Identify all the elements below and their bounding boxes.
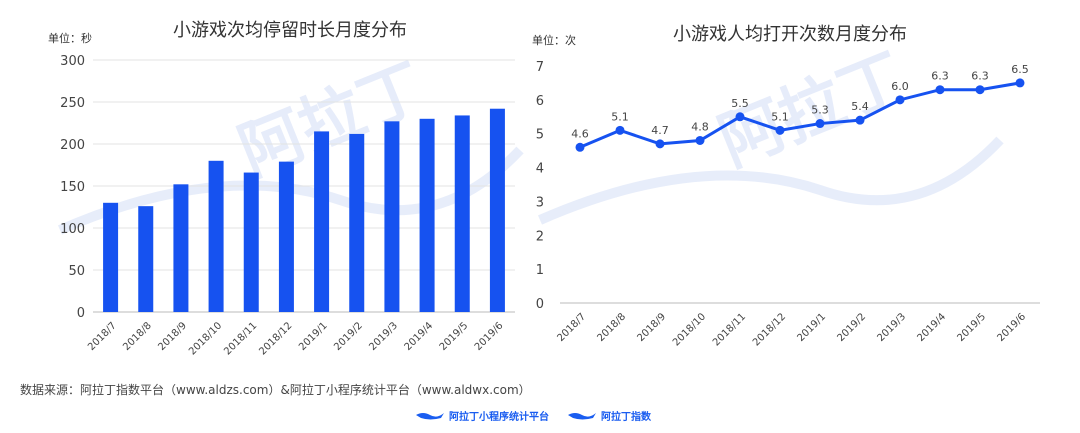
data-label: 6.3 xyxy=(971,70,989,83)
x-tick-label: 2018/12 xyxy=(751,311,788,348)
x-tick-label: 2018/12 xyxy=(257,320,294,357)
x-tick-label: 2019/6 xyxy=(995,311,1028,344)
x-tick-label: 2018/8 xyxy=(121,320,154,353)
data-point xyxy=(975,85,985,95)
y-tick-label: 0 xyxy=(77,306,85,321)
y-tick-label: 4 xyxy=(536,162,544,177)
bar xyxy=(349,133,365,312)
aladdin-lamp-icon xyxy=(416,413,444,420)
data-source-note: 数据来源：阿拉丁指数平台（www.aldzs.com）&阿拉丁小程序统计平台（w… xyxy=(20,383,531,397)
x-tick-label: 2019/6 xyxy=(473,320,506,353)
x-tick-label: 2019/1 xyxy=(297,320,330,353)
x-tick-label: 2018/8 xyxy=(595,311,628,344)
opens-line-chart: 阿拉丁小游戏人均打开次数月度分布单位：次012345674.62018/75.1… xyxy=(532,24,1040,348)
y-tick-label: 250 xyxy=(60,96,85,111)
watermark-swoosh xyxy=(537,136,1004,225)
data-label: 5.5 xyxy=(731,97,749,110)
x-tick-label: 2018/11 xyxy=(222,320,259,357)
logo-left-text: 阿拉丁小程序统计平台 xyxy=(449,411,549,423)
series-line xyxy=(579,81,1021,149)
data-label: 4.8 xyxy=(691,120,709,133)
x-tick-label: 2018/9 xyxy=(156,320,189,353)
data-point xyxy=(775,125,785,135)
bar xyxy=(314,131,330,312)
x-tick-label: 2018/9 xyxy=(635,311,668,344)
bar xyxy=(103,202,119,312)
x-tick-label: 2018/7 xyxy=(555,311,588,344)
bar xyxy=(173,184,189,312)
y-tick-label: 7 xyxy=(536,60,544,75)
bar xyxy=(138,206,154,312)
x-tick-label: 2019/4 xyxy=(403,320,436,353)
x-tick-label: 2019/5 xyxy=(438,320,471,353)
y-tick-label: 5 xyxy=(536,128,544,143)
bar xyxy=(384,121,400,312)
y-tick-label: 0 xyxy=(536,297,544,312)
x-tick-label: 2019/4 xyxy=(915,311,948,344)
data-point xyxy=(735,112,745,122)
x-tick-label: 2019/3 xyxy=(875,311,908,344)
x-tick-label: 2019/1 xyxy=(795,311,828,344)
bar xyxy=(278,161,294,312)
aldzs-logo: 阿拉丁指数 xyxy=(567,408,651,423)
data-label: 5.1 xyxy=(771,110,789,123)
y-tick-label: 100 xyxy=(60,222,85,237)
logo-right-text: 阿拉丁指数 xyxy=(601,411,651,423)
data-point xyxy=(895,95,905,105)
x-tick-label: 2019/2 xyxy=(332,320,365,353)
chart-title: 小游戏次均停留时长月度分布 xyxy=(173,20,407,41)
y-tick-label: 300 xyxy=(60,54,85,69)
y-tick-label: 2 xyxy=(536,229,544,244)
x-tick-label: 2018/11 xyxy=(711,311,748,348)
y-tick-label: 6 xyxy=(536,94,544,109)
data-label: 5.4 xyxy=(851,100,869,113)
x-tick-label: 2019/2 xyxy=(835,311,868,344)
x-tick-label: 2019/3 xyxy=(367,320,400,353)
data-point xyxy=(815,119,825,129)
data-point xyxy=(655,139,665,149)
data-label: 5.1 xyxy=(611,110,629,123)
watermark-text: 阿拉丁 xyxy=(229,50,435,191)
y-tick-label: 3 xyxy=(536,195,544,210)
unit-label: 单位：秒 xyxy=(48,31,92,45)
data-point xyxy=(855,115,865,125)
footer-logos: 阿拉丁小程序统计平台 阿拉丁指数 xyxy=(415,404,651,426)
data-point xyxy=(1015,78,1025,88)
data-label: 4.6 xyxy=(571,127,589,140)
data-label: 6.3 xyxy=(931,70,949,83)
data-label: 6.0 xyxy=(891,80,909,93)
x-tick-label: 2019/5 xyxy=(955,311,988,344)
data-label: 5.3 xyxy=(811,104,829,117)
bar xyxy=(489,108,505,312)
unit-label: 单位：次 xyxy=(532,33,576,47)
bar xyxy=(208,160,224,312)
aladdin-lamp-icon xyxy=(568,413,596,420)
y-tick-label: 50 xyxy=(68,264,85,279)
data-label: 6.5 xyxy=(1011,63,1029,76)
data-point xyxy=(695,135,705,145)
x-tick-label: 2018/10 xyxy=(671,311,708,348)
y-tick-label: 150 xyxy=(60,180,85,195)
bar xyxy=(454,115,470,312)
y-tick-label: 1 xyxy=(536,263,544,278)
x-tick-label: 2018/10 xyxy=(187,320,224,357)
bar xyxy=(419,118,435,312)
aldwx-logo: 阿拉丁小程序统计平台 xyxy=(415,408,549,423)
x-tick-label: 2018/7 xyxy=(86,320,119,353)
data-point xyxy=(935,85,945,95)
data-label: 4.7 xyxy=(651,124,669,137)
data-point xyxy=(575,142,585,152)
chart-title: 小游戏人均打开次数月度分布 xyxy=(673,24,907,45)
bar xyxy=(243,172,259,312)
data-point xyxy=(615,125,625,135)
y-tick-label: 200 xyxy=(60,138,85,153)
